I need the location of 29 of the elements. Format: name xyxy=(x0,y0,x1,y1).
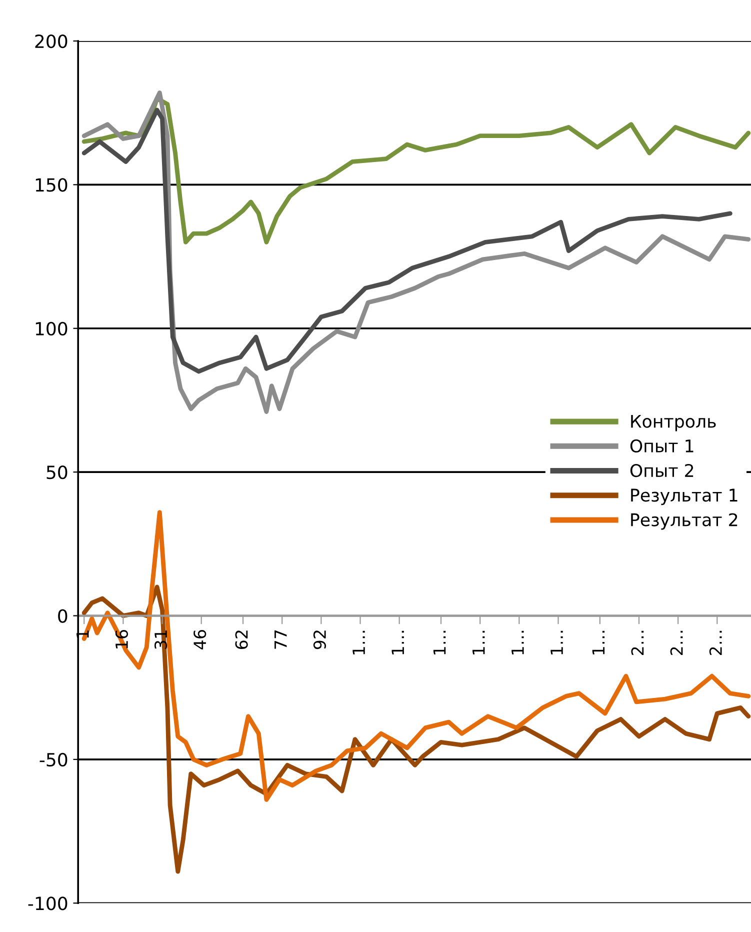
y-tick-label: 0 xyxy=(58,609,68,623)
x-tick-label: 16 xyxy=(115,630,128,648)
y-tick-label: 200 xyxy=(35,34,68,48)
x-tick-label: 1… xyxy=(433,630,446,654)
x-tick-label: 1… xyxy=(392,630,404,654)
y-tick-label: -50 xyxy=(40,752,68,767)
line-series xyxy=(82,108,732,374)
legend-label: Опыт 1 xyxy=(630,439,694,452)
legend-label: Опыт 2 xyxy=(630,464,694,478)
x-tick-label: 1… xyxy=(592,630,605,654)
x-tick-label: 2… xyxy=(631,630,644,655)
x-tick-label: 1… xyxy=(550,630,563,654)
y-tick-label: -100 xyxy=(28,896,68,910)
legend-label: Результат 1 xyxy=(631,488,738,506)
x-tick-label: 1… xyxy=(352,630,365,654)
legend-label: Результат 2 xyxy=(631,513,738,530)
x-tick-label: 1… xyxy=(472,630,485,654)
x-tick-label: 2… xyxy=(709,630,722,655)
x-tick-label: 46 xyxy=(194,630,206,650)
x-tick-label: 92 xyxy=(313,630,326,650)
x-tick-label: 31 xyxy=(154,630,168,649)
x-tick-label: 2… xyxy=(670,630,683,655)
x-tick-label: 77 xyxy=(274,630,287,649)
legend-label: Контроль xyxy=(631,414,716,432)
y-tick-label: 50 xyxy=(46,466,68,480)
y-tick-label: 150 xyxy=(36,178,68,192)
x-tick-label: 62 xyxy=(235,630,248,649)
y-tick-label: 100 xyxy=(36,322,68,336)
x-tick-label: 1… xyxy=(512,630,524,654)
